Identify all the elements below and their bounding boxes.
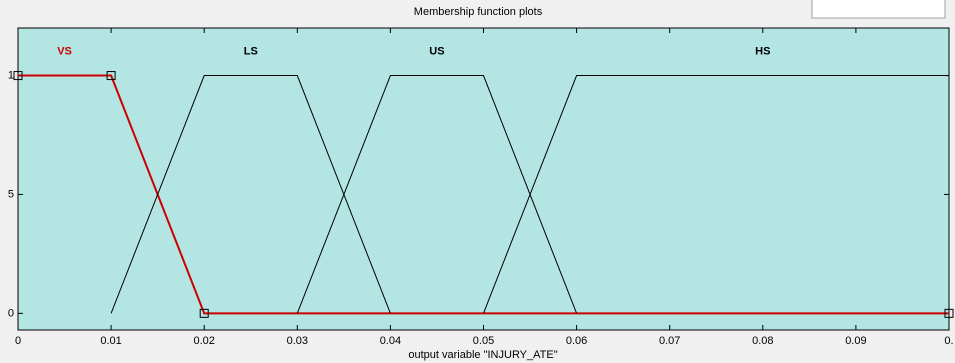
x-tick-label: 0 xyxy=(15,335,21,347)
y-tick-label: 5 xyxy=(8,188,14,200)
membership-line xyxy=(483,75,949,314)
x-tick-label: 0.03 xyxy=(287,335,308,347)
x-tick-label: 0.04 xyxy=(380,335,401,347)
chart-title: Membership function plots xyxy=(414,6,543,18)
vertex-handle xyxy=(199,308,209,318)
vertex-handle xyxy=(106,71,116,81)
series-label: HS xyxy=(755,45,770,57)
series-label: US xyxy=(429,45,444,57)
series-label: VS xyxy=(57,45,72,57)
x-tick-label: 0.06 xyxy=(566,335,587,347)
y-tick-label: 0 xyxy=(8,307,14,319)
x-tick-label: 0.09 xyxy=(845,335,866,347)
x-tick-label: 0.07 xyxy=(659,335,680,347)
vertex-handle xyxy=(944,308,954,318)
plot-area xyxy=(17,27,950,331)
series-label: LS xyxy=(244,45,258,57)
y-tick-label: 1 xyxy=(8,69,14,81)
x-tick-label: 0.01 xyxy=(100,335,121,347)
text-box[interactable] xyxy=(811,0,946,19)
x-tick-label: 0.05 xyxy=(473,335,494,347)
x-tick-label: 0.08 xyxy=(752,335,773,347)
x-axis-label: output variable "INJURY_ATE" xyxy=(408,349,557,361)
x-tick-label: 0. xyxy=(944,335,953,347)
x-tick-label: 0.02 xyxy=(193,335,214,347)
vertex-handle xyxy=(13,71,23,81)
